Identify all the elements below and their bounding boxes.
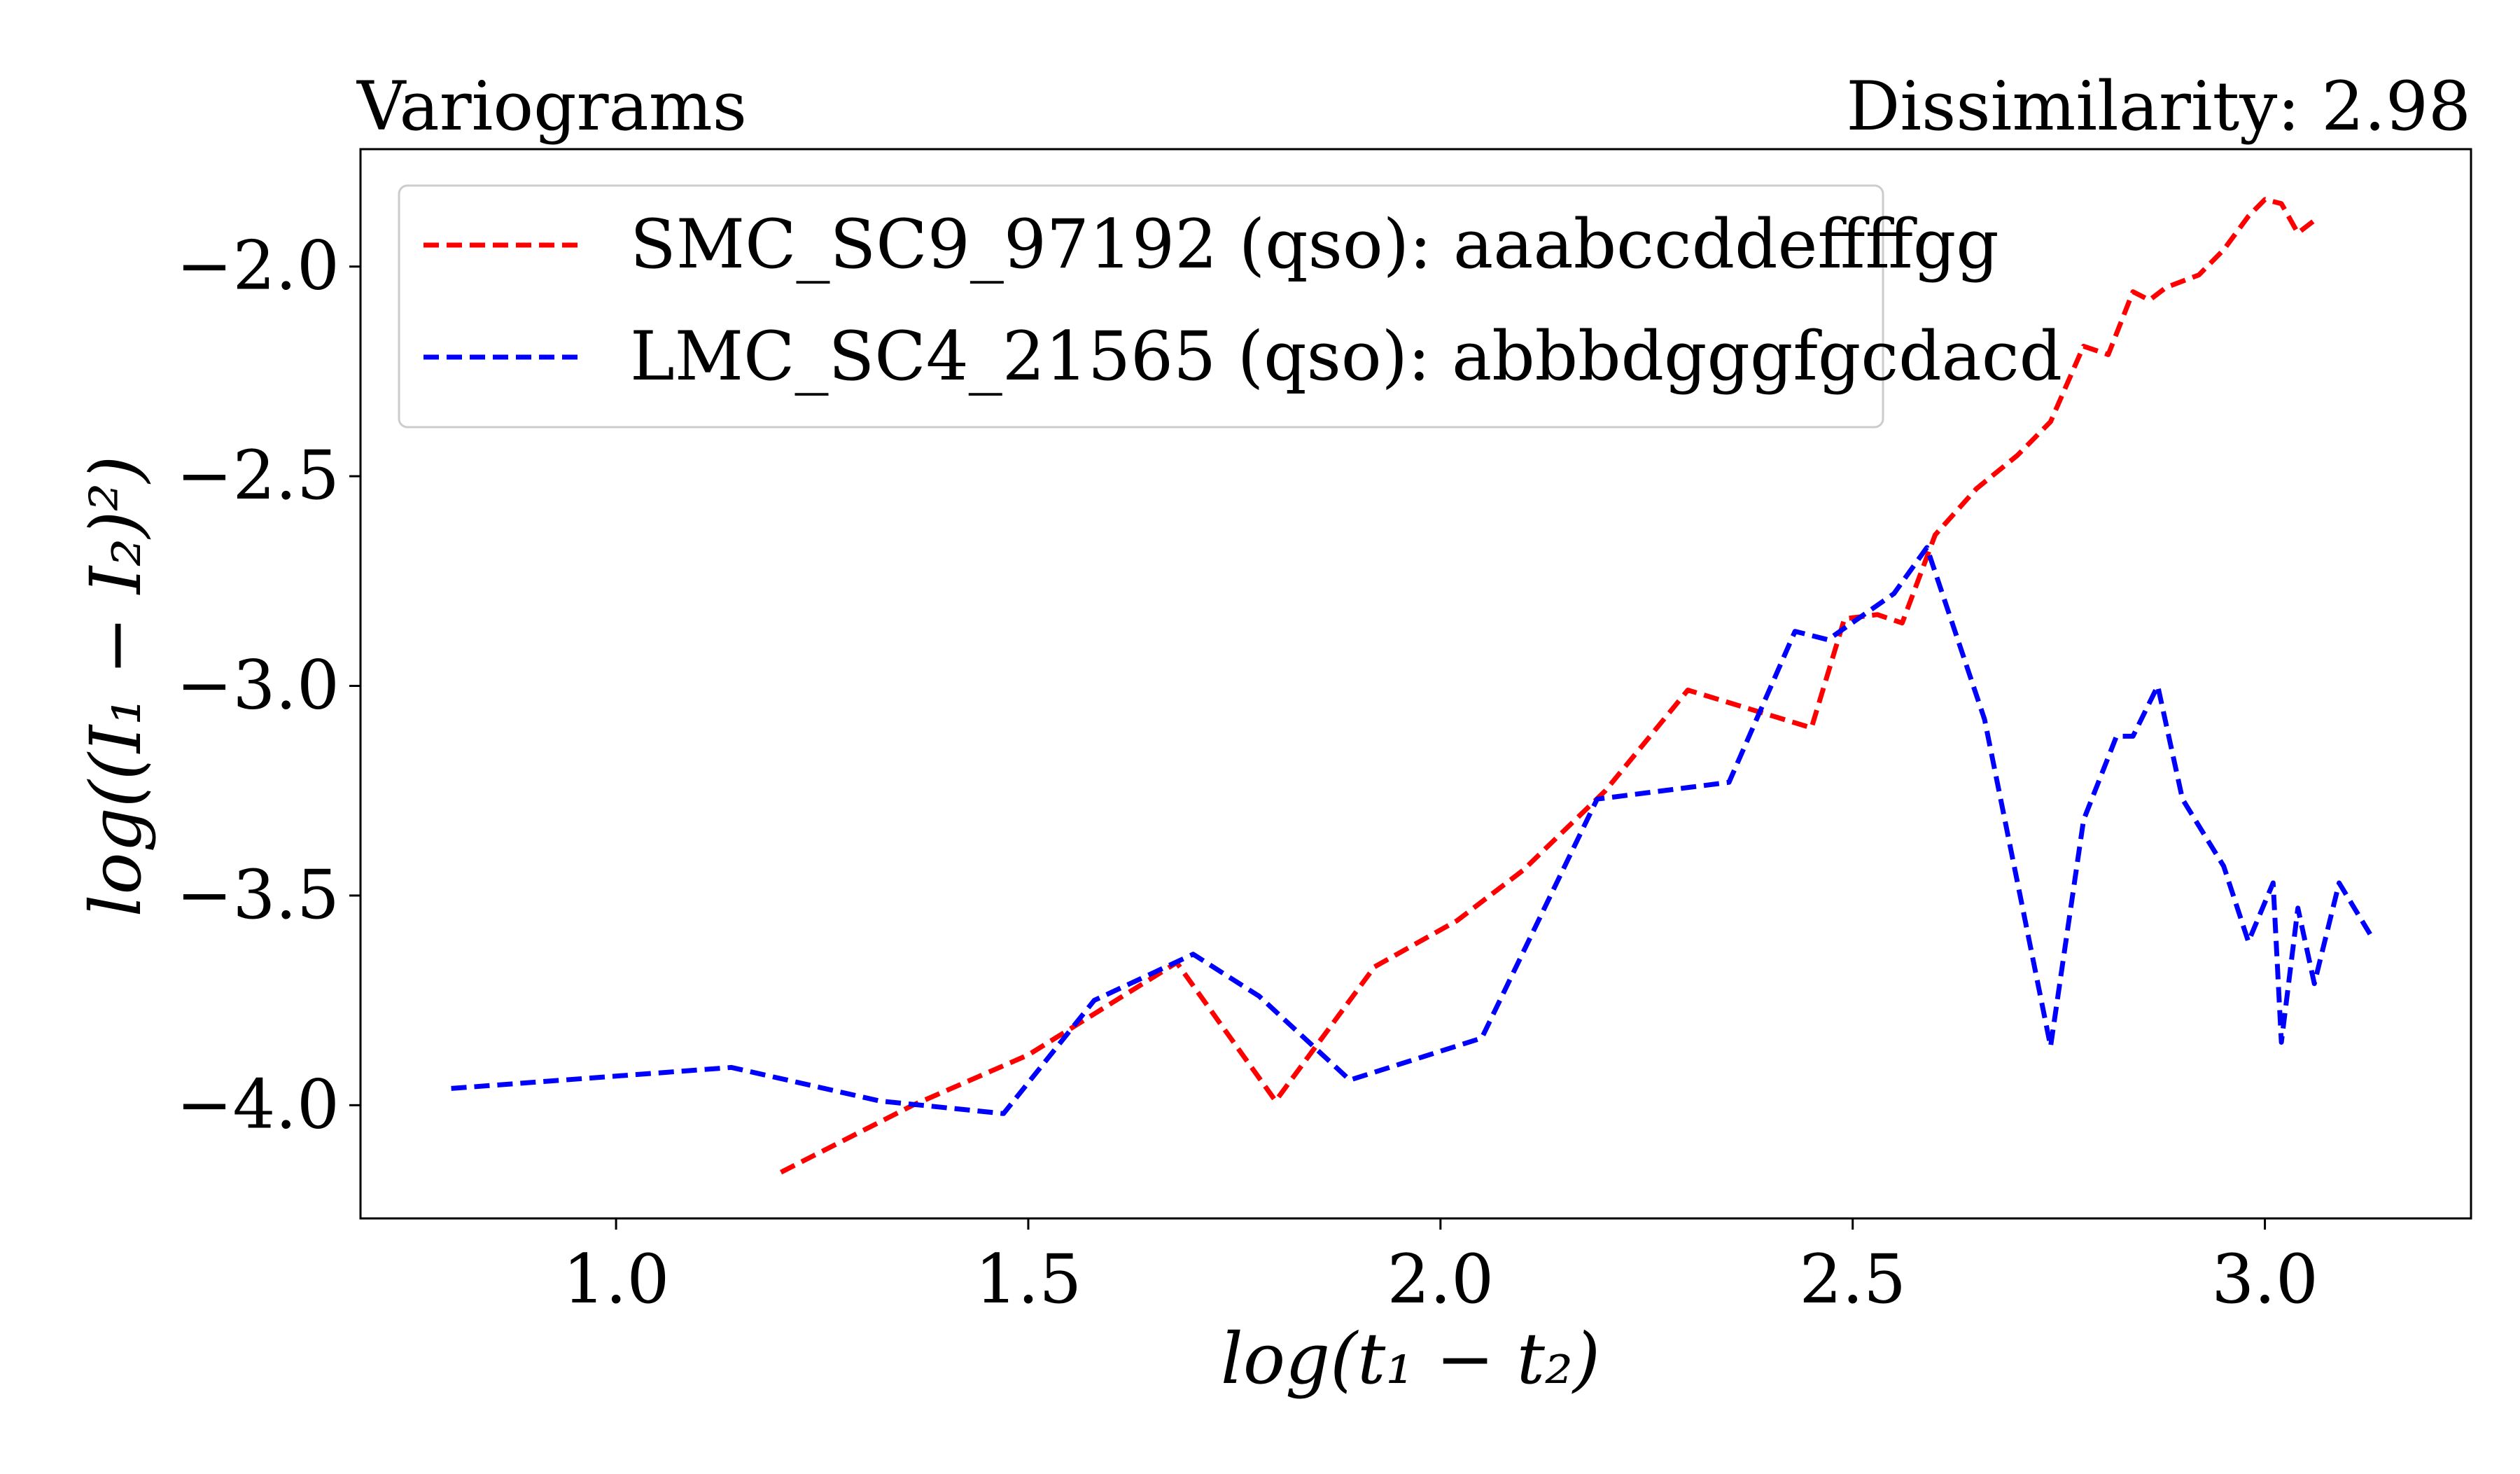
y-tick-label: −3.0 (176, 646, 340, 724)
x-tick-label: 2.5 (1799, 1240, 1906, 1319)
x-tick-label: 3.0 (2211, 1240, 2318, 1319)
y-axis-label: log((I₁ − I₂)²) (75, 456, 157, 917)
y-tick-label: −3.5 (176, 856, 340, 934)
y-tick-label: −2.0 (176, 227, 340, 305)
x-axis-label: log(t₁ − t₂) (1221, 1318, 1600, 1400)
x-axis: 1.0 1.5 2.0 2.5 3.0 (563, 1218, 2318, 1319)
chart-subtitle: Dissimilarity: 2.98 (1846, 67, 2471, 146)
chart-title: Variograms (356, 67, 747, 146)
legend-box (398, 184, 1884, 429)
legend: SMC_SC9_97192 (qso): aaabccddeffffgg LMC_… (398, 184, 2062, 429)
y-tick-label: −2.5 (176, 436, 340, 515)
series-line-1 (780, 197, 2316, 1175)
legend-label-2: LMC_SC4_21565 (qso): abbbdgggfgcdacd (630, 317, 2062, 396)
y-axis: −2.0 −2.5 −3.0 −3.5 −4.0 (176, 227, 360, 1143)
plot-frame (359, 148, 2472, 1220)
y-tick-label: −4.0 (176, 1065, 340, 1143)
x-tick-label: 1.0 (563, 1240, 670, 1319)
series-layer (451, 197, 2374, 1175)
series-line-2 (451, 545, 2374, 1116)
x-tick-label: 1.5 (975, 1240, 1082, 1319)
legend-label-1: SMC_SC9_97192 (qso): aaabccddeffffgg (630, 205, 1999, 284)
x-tick-label: 2.0 (1387, 1240, 1494, 1319)
